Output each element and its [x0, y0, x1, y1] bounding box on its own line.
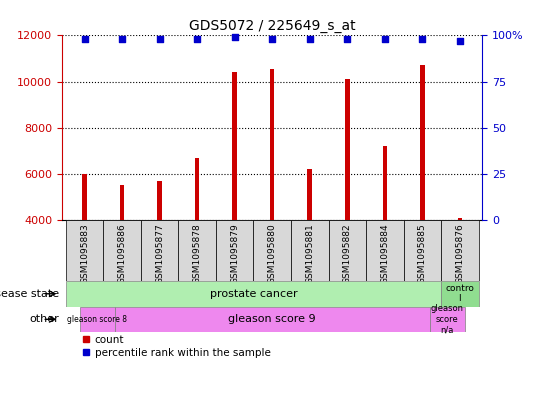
Bar	[216, 220, 253, 281]
Legend: count, percentile rank within the sample: count, percentile rank within the sample	[78, 331, 275, 362]
Bar	[157, 181, 162, 220]
Point	[381, 36, 389, 42]
Text: gleason score 9: gleason score 9	[229, 314, 316, 324]
Bar	[80, 307, 114, 332]
Bar	[307, 169, 312, 220]
Bar	[66, 281, 441, 307]
Text: GSM1095882: GSM1095882	[343, 223, 352, 284]
Text: GSM1095877: GSM1095877	[155, 223, 164, 284]
Bar	[141, 220, 178, 281]
Point	[455, 38, 464, 44]
Bar	[328, 220, 366, 281]
Point	[80, 36, 89, 42]
Bar	[120, 185, 125, 220]
Bar	[195, 158, 199, 220]
Bar	[66, 220, 103, 281]
Point	[155, 36, 164, 42]
Text: other: other	[30, 314, 59, 324]
Bar	[270, 69, 274, 220]
Text: GSM1095876: GSM1095876	[455, 223, 465, 284]
Title: GDS5072 / 225649_s_at: GDS5072 / 225649_s_at	[189, 19, 356, 33]
Bar	[430, 307, 465, 332]
Point	[343, 36, 351, 42]
Point	[230, 34, 239, 40]
Bar	[420, 65, 425, 220]
Bar	[404, 220, 441, 281]
Bar	[114, 307, 430, 332]
Bar	[82, 174, 87, 220]
Point	[268, 36, 277, 42]
Bar	[291, 220, 328, 281]
Point	[193, 36, 202, 42]
Bar	[345, 79, 349, 220]
Point	[118, 36, 126, 42]
Text: GSM1095881: GSM1095881	[305, 223, 314, 284]
Text: GSM1095879: GSM1095879	[230, 223, 239, 284]
Text: GSM1095883: GSM1095883	[80, 223, 89, 284]
Bar	[441, 220, 479, 281]
Text: contro
l: contro l	[445, 284, 474, 303]
Point	[306, 36, 314, 42]
Bar	[441, 281, 479, 307]
Text: disease state: disease state	[0, 289, 59, 299]
Bar	[103, 220, 141, 281]
Text: GSM1095880: GSM1095880	[268, 223, 277, 284]
Bar	[458, 218, 462, 220]
Text: gleason
score
n/a: gleason score n/a	[431, 305, 464, 334]
Text: prostate cancer: prostate cancer	[210, 289, 297, 299]
Bar	[366, 220, 404, 281]
Text: GSM1095878: GSM1095878	[192, 223, 202, 284]
Text: gleason score 8: gleason score 8	[67, 315, 127, 324]
Text: GSM1095885: GSM1095885	[418, 223, 427, 284]
Text: GSM1095884: GSM1095884	[381, 223, 389, 284]
Bar	[253, 220, 291, 281]
Bar	[383, 146, 387, 220]
Point	[418, 36, 427, 42]
Text: GSM1095886: GSM1095886	[118, 223, 127, 284]
Bar	[178, 220, 216, 281]
Bar	[232, 72, 237, 220]
